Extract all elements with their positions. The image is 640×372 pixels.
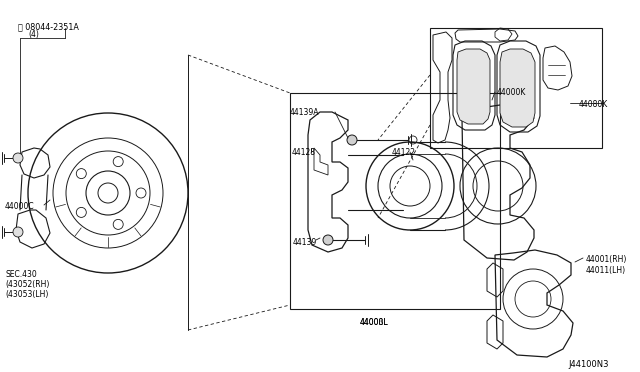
Circle shape xyxy=(347,135,357,145)
Text: 44011(LH): 44011(LH) xyxy=(586,266,626,275)
Text: 44000K: 44000K xyxy=(497,88,526,97)
Bar xyxy=(430,28,602,148)
Text: 44122: 44122 xyxy=(392,148,416,157)
Text: (43053(LH): (43053(LH) xyxy=(5,290,49,299)
Text: 44139A: 44139A xyxy=(290,108,319,117)
Text: SEC.430: SEC.430 xyxy=(5,270,36,279)
Text: (43052(RH): (43052(RH) xyxy=(5,280,49,289)
Text: 44139: 44139 xyxy=(293,238,317,247)
Text: 44128: 44128 xyxy=(292,148,316,157)
Polygon shape xyxy=(457,49,490,124)
Polygon shape xyxy=(500,49,535,127)
Text: 44080K: 44080K xyxy=(579,100,608,109)
Text: (4): (4) xyxy=(28,30,39,39)
Text: Ⓑ 08044-2351A: Ⓑ 08044-2351A xyxy=(18,22,79,31)
Text: 44000L: 44000L xyxy=(360,318,388,327)
Circle shape xyxy=(323,235,333,245)
Text: J44100N3: J44100N3 xyxy=(568,360,609,369)
Circle shape xyxy=(13,153,23,163)
Text: 4400ßL: 4400ßL xyxy=(360,318,388,327)
Bar xyxy=(290,93,500,309)
Circle shape xyxy=(13,227,23,237)
Text: 44001(RH): 44001(RH) xyxy=(586,255,627,264)
Text: 44000C: 44000C xyxy=(5,202,35,211)
